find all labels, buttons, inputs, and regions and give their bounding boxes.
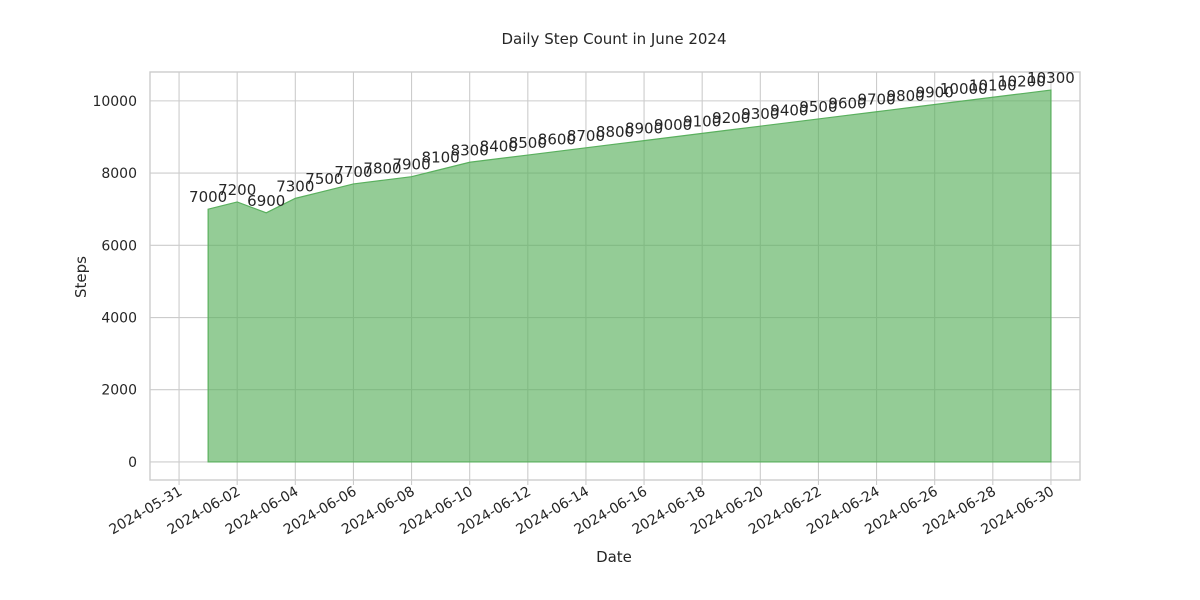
data-label: 7200: [218, 181, 256, 199]
data-label: 8100: [422, 148, 460, 166]
y-tick-label: 4000: [101, 311, 137, 327]
data-label: 7700: [334, 163, 372, 181]
data-point: [672, 136, 674, 138]
data-label: 9000: [654, 116, 692, 134]
data-point: [730, 129, 732, 131]
y-tick-label: 10000: [92, 94, 137, 110]
data-point: [701, 132, 703, 134]
y-tick-label: 0: [128, 455, 137, 471]
data-label: 8700: [567, 127, 605, 145]
data-label: 9400: [770, 102, 808, 120]
data-point: [440, 168, 442, 170]
data-point: [876, 111, 878, 113]
data-label: 8900: [625, 120, 663, 138]
plot-frame: [149, 71, 1081, 481]
data-label: 9700: [857, 91, 895, 109]
data-point: [382, 179, 383, 181]
data-point: [527, 154, 529, 156]
data-label: 10100: [969, 76, 1017, 94]
data-label: 7900: [392, 156, 430, 174]
data-point: [411, 176, 413, 178]
data-label: 8300: [451, 141, 489, 159]
data-point: [236, 201, 238, 203]
data-point: [498, 158, 500, 160]
data-label: 10200: [998, 73, 1046, 91]
data-point: [585, 147, 587, 149]
y-axis-ticks: 0 2000 4000 6000 8000 10000: [92, 94, 137, 471]
data-label: 9900: [916, 83, 954, 101]
data-label: 8800: [596, 123, 634, 141]
data-point: [817, 118, 819, 120]
data-point: [265, 212, 267, 214]
chart-title: Daily Step Count in June 2024: [501, 30, 726, 48]
y-axis-label: Steps: [72, 256, 90, 298]
data-point: [788, 122, 790, 124]
data-point: [469, 161, 471, 163]
data-label: 10000: [940, 80, 988, 98]
data-label: 9200: [712, 109, 750, 127]
data-label: 7500: [305, 170, 343, 188]
area-fill: [207, 89, 1052, 463]
data-label: 9500: [799, 98, 837, 116]
area-series: [207, 89, 1052, 463]
data-point: [323, 190, 325, 192]
data-point: [992, 96, 994, 98]
data-labels: 7000720069007300750077007800790081008300…: [189, 69, 1075, 210]
data-label: 6900: [247, 192, 285, 210]
data-label: 9600: [828, 94, 866, 112]
data-point: [759, 125, 761, 127]
data-point: [556, 150, 558, 152]
y-tick-label: 2000: [101, 383, 137, 399]
y-tick-label: 6000: [101, 238, 137, 254]
data-label: 7300: [276, 177, 314, 195]
data-point: [847, 114, 848, 116]
data-point: [1050, 89, 1052, 91]
data-point: [207, 208, 209, 210]
x-axis-ticks: 2024-05-312024-06-022024-06-042024-06-06…: [107, 480, 1057, 538]
data-label: 7000: [189, 188, 227, 206]
data-label: 9800: [887, 87, 925, 105]
data-point: [352, 183, 354, 185]
data-point: [294, 197, 296, 199]
data-point: [934, 103, 936, 105]
data-label: 7800: [363, 159, 401, 177]
data-label: 8500: [509, 134, 547, 152]
y-tick-label: 8000: [101, 166, 137, 182]
data-point: [905, 107, 907, 109]
data-label: 8400: [480, 138, 518, 156]
data-label: 9100: [683, 112, 721, 130]
data-label: 9300: [741, 105, 779, 123]
x-axis-label: Date: [596, 548, 632, 566]
data-label: 10300: [1027, 69, 1075, 87]
data-point: [963, 100, 965, 102]
data-point: [1021, 93, 1023, 95]
data-point: [614, 143, 616, 145]
data-label: 8600: [538, 130, 576, 148]
data-point: [643, 140, 645, 142]
